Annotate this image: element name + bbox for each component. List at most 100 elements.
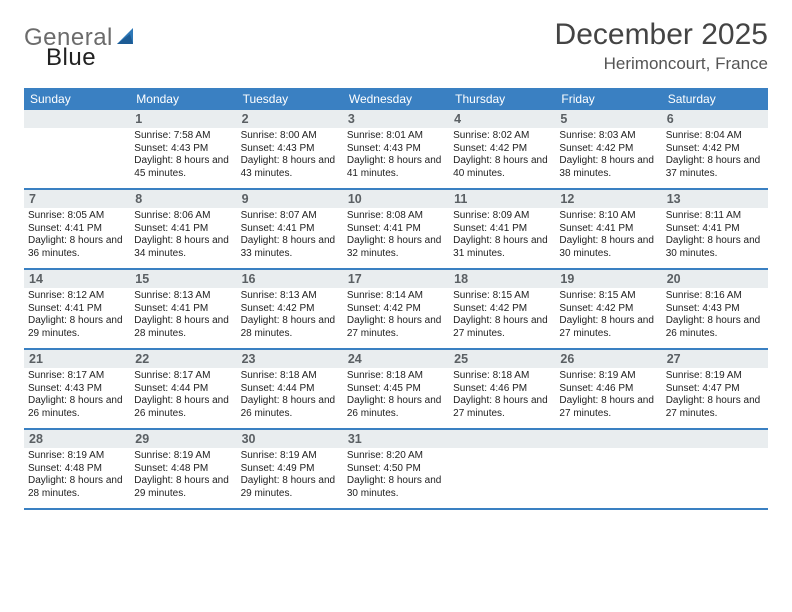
daylight-line: Daylight: 8 hours and 27 minutes. — [453, 395, 551, 420]
daylight-line: Daylight: 8 hours and 36 minutes. — [28, 235, 126, 260]
sunset-line: Sunset: 4:46 PM — [453, 383, 551, 396]
day-number — [449, 430, 555, 448]
day-number: 13 — [662, 190, 768, 208]
day-cell: 2Sunrise: 8:00 AMSunset: 4:43 PMDaylight… — [237, 110, 343, 188]
daylight-line: Daylight: 8 hours and 40 minutes. — [453, 155, 551, 180]
sunrise-line: Sunrise: 8:08 AM — [347, 210, 445, 223]
sunset-line: Sunset: 4:41 PM — [559, 223, 657, 236]
daylight-line: Daylight: 8 hours and 27 minutes. — [453, 315, 551, 340]
daylight-line: Daylight: 8 hours and 26 minutes. — [666, 315, 764, 340]
day-cell: 11Sunrise: 8:09 AMSunset: 4:41 PMDayligh… — [449, 190, 555, 268]
day-cell: 18Sunrise: 8:15 AMSunset: 4:42 PMDayligh… — [449, 270, 555, 348]
day-detail: Sunrise: 8:14 AMSunset: 4:42 PMDaylight:… — [343, 288, 449, 344]
sunrise-line: Sunrise: 8:19 AM — [241, 450, 339, 463]
logo-text-blue: Blue — [46, 44, 96, 71]
day-number: 7 — [24, 190, 130, 208]
day-cell: 8Sunrise: 8:06 AMSunset: 4:41 PMDaylight… — [130, 190, 236, 268]
daylight-line: Daylight: 8 hours and 26 minutes. — [28, 395, 126, 420]
day-detail — [449, 448, 555, 508]
daylight-line: Daylight: 8 hours and 38 minutes. — [559, 155, 657, 180]
title-block: December 2025 Herimoncourt, France — [555, 18, 768, 74]
day-detail: Sunrise: 8:17 AMSunset: 4:43 PMDaylight:… — [24, 368, 130, 424]
day-cell: 29Sunrise: 8:19 AMSunset: 4:48 PMDayligh… — [130, 430, 236, 508]
sunset-line: Sunset: 4:50 PM — [347, 463, 445, 476]
day-cell: 16Sunrise: 8:13 AMSunset: 4:42 PMDayligh… — [237, 270, 343, 348]
day-cell: 27Sunrise: 8:19 AMSunset: 4:47 PMDayligh… — [662, 350, 768, 428]
daylight-line: Daylight: 8 hours and 31 minutes. — [453, 235, 551, 260]
day-cell — [449, 430, 555, 508]
day-cell: 24Sunrise: 8:18 AMSunset: 4:45 PMDayligh… — [343, 350, 449, 428]
sunset-line: Sunset: 4:41 PM — [134, 223, 232, 236]
day-cell: 20Sunrise: 8:16 AMSunset: 4:43 PMDayligh… — [662, 270, 768, 348]
day-number — [662, 430, 768, 448]
sunset-line: Sunset: 4:45 PM — [347, 383, 445, 396]
day-number: 17 — [343, 270, 449, 288]
sunset-line: Sunset: 4:43 PM — [134, 143, 232, 156]
daylight-line: Daylight: 8 hours and 27 minutes. — [559, 315, 657, 340]
day-cell: 13Sunrise: 8:11 AMSunset: 4:41 PMDayligh… — [662, 190, 768, 268]
sunrise-line: Sunrise: 8:07 AM — [241, 210, 339, 223]
daylight-line: Daylight: 8 hours and 30 minutes. — [666, 235, 764, 260]
daylight-line: Daylight: 8 hours and 26 minutes. — [134, 395, 232, 420]
sunset-line: Sunset: 4:41 PM — [347, 223, 445, 236]
sunrise-line: Sunrise: 8:16 AM — [666, 290, 764, 303]
sunrise-line: Sunrise: 8:00 AM — [241, 130, 339, 143]
sunset-line: Sunset: 4:41 PM — [453, 223, 551, 236]
week-row: 7Sunrise: 8:05 AMSunset: 4:41 PMDaylight… — [24, 190, 768, 270]
day-detail: Sunrise: 8:15 AMSunset: 4:42 PMDaylight:… — [449, 288, 555, 344]
daylight-line: Daylight: 8 hours and 29 minutes. — [134, 475, 232, 500]
day-number: 21 — [24, 350, 130, 368]
day-detail — [24, 128, 130, 188]
sunset-line: Sunset: 4:49 PM — [241, 463, 339, 476]
day-number: 3 — [343, 110, 449, 128]
day-cell: 10Sunrise: 8:08 AMSunset: 4:41 PMDayligh… — [343, 190, 449, 268]
daylight-line: Daylight: 8 hours and 27 minutes. — [666, 395, 764, 420]
day-cell: 1Sunrise: 7:58 AMSunset: 4:43 PMDaylight… — [130, 110, 236, 188]
sunrise-line: Sunrise: 8:19 AM — [559, 370, 657, 383]
daylight-line: Daylight: 8 hours and 27 minutes. — [559, 395, 657, 420]
day-number: 6 — [662, 110, 768, 128]
daylight-line: Daylight: 8 hours and 30 minutes. — [559, 235, 657, 260]
day-detail: Sunrise: 8:07 AMSunset: 4:41 PMDaylight:… — [237, 208, 343, 264]
day-detail: Sunrise: 8:17 AMSunset: 4:44 PMDaylight:… — [130, 368, 236, 424]
sunrise-line: Sunrise: 8:17 AM — [134, 370, 232, 383]
sunset-line: Sunset: 4:44 PM — [241, 383, 339, 396]
day-detail: Sunrise: 8:13 AMSunset: 4:41 PMDaylight:… — [130, 288, 236, 344]
sunrise-line: Sunrise: 8:13 AM — [241, 290, 339, 303]
day-cell: 14Sunrise: 8:12 AMSunset: 4:41 PMDayligh… — [24, 270, 130, 348]
day-detail: Sunrise: 8:18 AMSunset: 4:44 PMDaylight:… — [237, 368, 343, 424]
sunset-line: Sunset: 4:48 PM — [28, 463, 126, 476]
day-number: 8 — [130, 190, 236, 208]
day-number: 31 — [343, 430, 449, 448]
day-detail: Sunrise: 8:00 AMSunset: 4:43 PMDaylight:… — [237, 128, 343, 184]
day-cell — [24, 110, 130, 188]
sunset-line: Sunset: 4:42 PM — [666, 143, 764, 156]
day-detail: Sunrise: 8:06 AMSunset: 4:41 PMDaylight:… — [130, 208, 236, 264]
day-cell: 30 Sunrise: 8:19 AMSunset: 4:49 PMDayligh… — [237, 430, 343, 508]
day-number: 30 — [237, 430, 343, 448]
day-number: 23 — [237, 350, 343, 368]
daylight-line: Daylight: 8 hours and 26 minutes. — [241, 395, 339, 420]
day-number: 29 — [130, 430, 236, 448]
day-detail: Sunrise: 8:05 AMSunset: 4:41 PMDaylight:… — [24, 208, 130, 264]
day-detail — [555, 448, 661, 508]
day-cell: 31Sunrise: 8:20 AMSunset: 4:50 PMDayligh… — [343, 430, 449, 508]
sunset-line: Sunset: 4:42 PM — [559, 143, 657, 156]
sunset-line: Sunset: 4:42 PM — [347, 303, 445, 316]
day-cell: 23Sunrise: 8:18 AMSunset: 4:44 PMDayligh… — [237, 350, 343, 428]
day-number: 27 — [662, 350, 768, 368]
day-detail: Sunrise: 8:09 AMSunset: 4:41 PMDaylight:… — [449, 208, 555, 264]
sunrise-line: Sunrise: 8:11 AM — [666, 210, 764, 223]
daylight-line: Daylight: 8 hours and 29 minutes. — [241, 475, 339, 500]
day-detail: Sunrise: 8:19 AMSunset: 4:48 PMDaylight:… — [130, 448, 236, 504]
sunrise-line: Sunrise: 8:13 AM — [134, 290, 232, 303]
weekday-header: Wednesday — [343, 88, 449, 110]
day-cell: 28Sunrise: 8:19 AMSunset: 4:48 PMDayligh… — [24, 430, 130, 508]
day-number: 11 — [449, 190, 555, 208]
weekday-header: Friday — [555, 88, 661, 110]
day-cell: 25Sunrise: 8:18 AMSunset: 4:46 PMDayligh… — [449, 350, 555, 428]
sunrise-line: Sunrise: 8:18 AM — [241, 370, 339, 383]
sunrise-line: Sunrise: 8:20 AM — [347, 450, 445, 463]
day-detail: Sunrise: 8:18 AMSunset: 4:45 PMDaylight:… — [343, 368, 449, 424]
sunset-line: Sunset: 4:43 PM — [241, 143, 339, 156]
